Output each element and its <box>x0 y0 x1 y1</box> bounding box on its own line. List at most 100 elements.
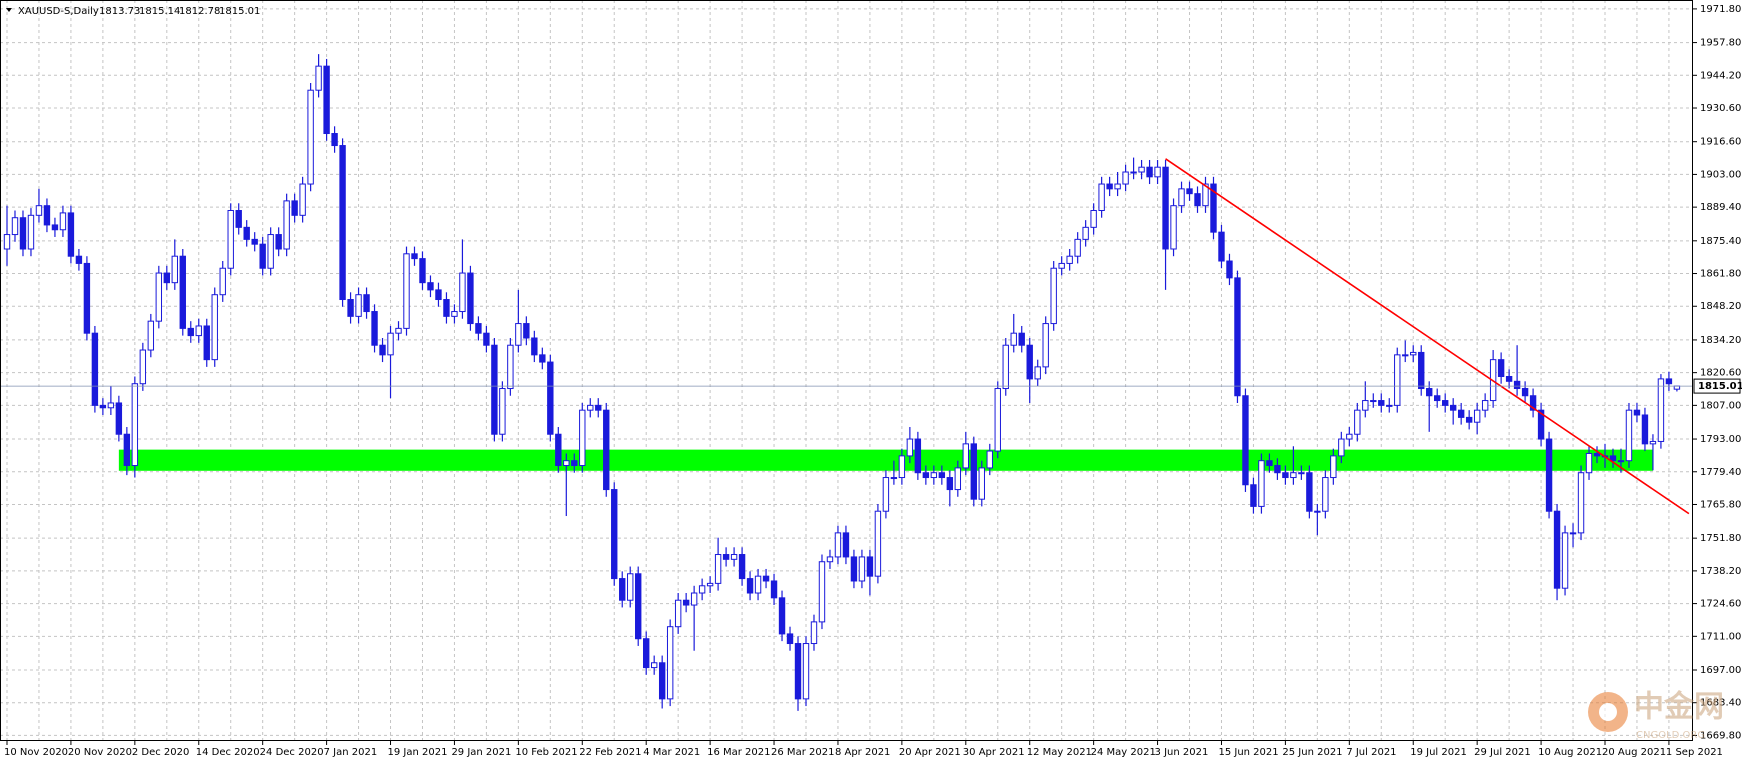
candle-body <box>19 217 27 250</box>
candle-body <box>203 325 210 361</box>
candle-body <box>1609 455 1617 462</box>
y-tick-label: 1861.80 <box>1700 269 1741 280</box>
candle-body <box>1481 400 1489 411</box>
high-value: 1815.14 <box>139 6 180 17</box>
y-tick-label: 1765.80 <box>1700 499 1741 510</box>
plot-frame <box>0 0 1693 741</box>
candle-body <box>1010 332 1017 346</box>
candle-body <box>938 472 946 479</box>
x-tick-label: 30 Apr 2021 <box>963 747 1025 758</box>
candle-body <box>1449 404 1457 411</box>
candle-body <box>1082 226 1089 240</box>
candle-body <box>1298 472 1305 475</box>
y-tick-label: 1793.00 <box>1700 434 1741 445</box>
current-price-box <box>1693 378 1741 394</box>
candle-body <box>978 467 985 500</box>
candle-body <box>331 133 338 147</box>
candle-body <box>3 234 11 250</box>
close-value: 1815.01 <box>219 6 260 17</box>
candle-body <box>1465 416 1473 423</box>
x-tick-label: 25 Jun 2021 <box>1282 747 1342 758</box>
candle-body <box>1633 409 1641 416</box>
candle-body <box>187 327 194 337</box>
candle-body <box>379 344 386 356</box>
candle-body <box>1018 332 1025 346</box>
y-tick-label: 1697.00 <box>1700 665 1741 676</box>
current-price-label: 1815.01 <box>1698 381 1742 392</box>
candle-body <box>1290 472 1297 479</box>
x-tick-label: 14 Dec 2020 <box>196 747 260 758</box>
y-tick-label: 1711.00 <box>1700 631 1741 642</box>
candle-body <box>738 554 746 580</box>
candle-body <box>1106 183 1113 190</box>
candle-body <box>283 200 290 250</box>
y-tick-label: 1889.40 <box>1700 202 1741 213</box>
candle-body <box>155 272 163 322</box>
candle-body <box>315 65 322 91</box>
x-tick-label: 1 Sep 2021 <box>1666 747 1723 758</box>
candle-body <box>1410 351 1417 356</box>
y-tick-label: 1916.60 <box>1700 137 1741 148</box>
candle-body <box>395 327 402 334</box>
candle-body <box>211 294 218 361</box>
candle-body <box>451 311 458 317</box>
candle-body <box>1138 166 1145 173</box>
candle-body <box>347 299 354 317</box>
candle-body <box>682 599 690 606</box>
x-tick-label: 10 Feb 2021 <box>515 747 577 758</box>
candle-body <box>219 267 226 296</box>
candle-body <box>1090 210 1097 228</box>
x-tick-label: 3 Jun 2021 <box>1155 747 1209 758</box>
candle-body <box>1066 255 1073 264</box>
candle-body <box>371 311 378 346</box>
candle-body <box>291 200 298 216</box>
candle-body <box>635 573 642 640</box>
candle-body <box>171 255 178 284</box>
candle-body <box>786 633 794 645</box>
candle-body <box>1362 400 1369 411</box>
support-zone <box>118 449 1653 471</box>
candle-body <box>1521 388 1529 397</box>
candle-body <box>1074 238 1081 257</box>
x-tick-label: 26 Mar 2021 <box>771 747 834 758</box>
candle-body <box>930 472 938 479</box>
x-tick-label: 16 Mar 2021 <box>707 747 770 758</box>
candle-body <box>99 404 107 409</box>
candle-body <box>163 272 171 284</box>
candle-body <box>1386 404 1393 407</box>
candle-body <box>1258 460 1265 507</box>
grid <box>0 0 1693 740</box>
candle-body <box>1058 262 1065 269</box>
candle-body <box>83 262 91 334</box>
candle-body <box>435 289 442 301</box>
candle-body <box>658 662 666 700</box>
candle-body <box>1282 472 1289 479</box>
candle-body <box>1513 380 1521 390</box>
candle-body <box>706 582 714 587</box>
candle-body <box>363 294 370 313</box>
candle-body <box>267 234 274 269</box>
candle-body <box>323 65 330 135</box>
candle-body <box>898 455 906 479</box>
candle-body <box>730 554 738 560</box>
candle-body <box>1234 277 1241 397</box>
candle-body <box>35 205 43 216</box>
x-tick-label: 7 Jan 2021 <box>324 747 378 758</box>
candle-body <box>882 477 890 512</box>
candle-body <box>59 212 67 231</box>
trendline <box>1165 158 1690 515</box>
x-tick-label: 20 Apr 2021 <box>899 747 961 758</box>
candle-body <box>51 224 59 231</box>
candle-body <box>507 344 514 390</box>
candle-body <box>1002 344 1009 390</box>
candle-body <box>1402 354 1409 357</box>
candle-body <box>411 253 418 260</box>
candle-body <box>1050 267 1057 325</box>
candle-body <box>299 183 306 216</box>
candle-body <box>523 323 530 339</box>
x-tick-label: 2 Dec 2020 <box>132 747 190 758</box>
y-tick-label: 1834.20 <box>1700 335 1741 346</box>
x-tick-label: 7 Jul 2021 <box>1346 747 1396 758</box>
